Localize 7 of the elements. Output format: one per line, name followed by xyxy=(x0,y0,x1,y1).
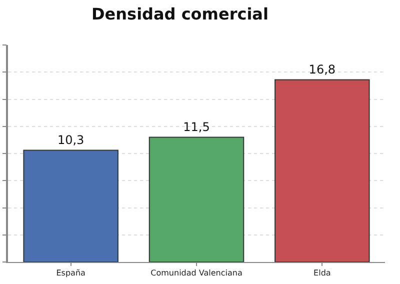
x-tick-label: Comunidad Valenciana xyxy=(150,268,242,278)
data-label: 11,5 xyxy=(183,120,210,134)
data-label: 10,3 xyxy=(57,133,84,148)
x-tick-label: Elda xyxy=(314,268,331,278)
data-label: 16,8 xyxy=(308,62,336,77)
x-tick-label: España xyxy=(56,268,86,278)
chart-title: Densidad comercial xyxy=(92,4,268,24)
